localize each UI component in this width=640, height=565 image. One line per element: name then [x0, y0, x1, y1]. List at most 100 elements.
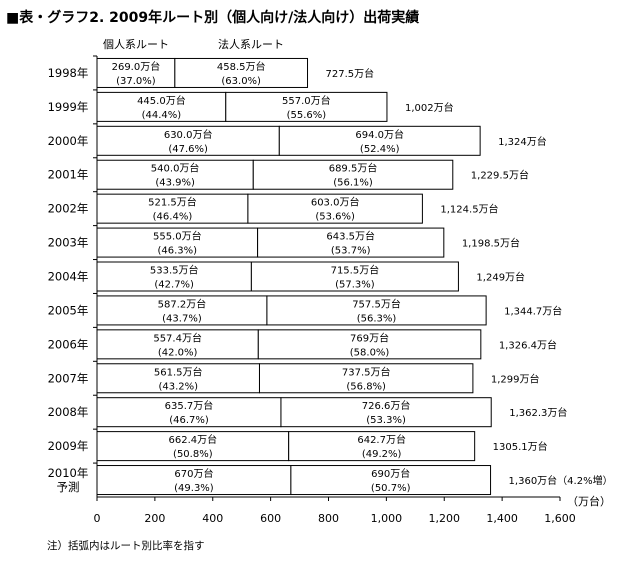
bar-total-label-11: 1305.1万台 — [493, 440, 548, 453]
bar-corporate-share-9: (56.8%) — [346, 381, 386, 392]
bar-total-label-3: 1,229.5万台 — [471, 169, 529, 182]
bar-corporate-value-11: 642.7万台 — [357, 433, 406, 446]
bar-personal-8 — [96, 329, 259, 360]
legend-personal: 個人系ルート — [103, 38, 169, 51]
bar-personal-share-12: (49.3%) — [174, 483, 214, 494]
bar-corporate-share-5: (53.7%) — [331, 246, 371, 257]
bar-total-label-9: 1,299万台 — [491, 372, 540, 385]
bar-corporate-share-11: (49.2%) — [362, 449, 402, 460]
bar-corporate-3 — [252, 159, 454, 190]
bar-personal-share-6: (42.7%) — [154, 280, 194, 291]
category-label-12: 2010年予測 — [48, 466, 89, 494]
bar-corporate-value-8: 769万台 — [350, 331, 389, 344]
bar-personal-value-2: 630.0万台 — [164, 128, 213, 141]
bar-corporate-value-0: 458.5万台 — [217, 60, 266, 73]
x-axis-unit-label: （万台） — [567, 494, 611, 508]
x-tick-label-1: 200 — [144, 512, 165, 525]
legend-corporate: 法人系ルート — [218, 37, 284, 51]
category-label-6: 2004年 — [48, 270, 89, 284]
x-tick-label-4: 800 — [318, 512, 339, 525]
bar-personal-5 — [96, 227, 259, 258]
bar-corporate-share-2: (52.4%) — [360, 144, 400, 155]
bar-corporate-share-1: (55.6%) — [287, 110, 327, 121]
bar-personal-11 — [96, 431, 290, 462]
bar-corporate-value-2: 694.0万台 — [355, 128, 404, 141]
bar-personal-value-7: 587.2万台 — [158, 297, 207, 310]
plot-area: 0 200 400 600 800 1,000 1,200 1,400 1,600 1998年 26… — [48, 55, 613, 525]
bar-personal-9 — [96, 363, 260, 394]
bar-personal-6 — [96, 261, 252, 292]
bar-total-label-12: 1,360万台（4.2%増） — [509, 474, 613, 487]
x-tick-label-2: 400 — [202, 512, 223, 525]
bar-personal-value-11: 662.4万台 — [169, 433, 218, 446]
bar-total-label-10: 1,362.3万台 — [509, 406, 567, 419]
bar-total-label-6: 1,249万台 — [476, 271, 525, 284]
bar-corporate-2 — [278, 125, 481, 156]
category-label-1: 1999年 — [48, 100, 89, 114]
bar-personal-share-2: (47.6%) — [168, 144, 208, 155]
bar-corporate-4 — [247, 193, 423, 224]
bar-personal-share-11: (50.8%) — [173, 449, 213, 460]
category-label-2: 2000年 — [48, 134, 89, 148]
bar-corporate-7 — [266, 295, 487, 326]
bar-personal-1 — [96, 91, 227, 122]
bar-personal-share-1: (44.4%) — [142, 110, 182, 121]
category-label-11: 2009年 — [48, 439, 89, 453]
bar-total-label-0: 727.5万台 — [326, 67, 375, 80]
bar-total-label-2: 1,324万台 — [498, 135, 547, 148]
footnote: 注）括弧内はルート別比率を指す — [47, 539, 205, 552]
bar-corporate-11 — [288, 431, 476, 462]
bar-personal-share-10: (46.7%) — [169, 415, 209, 426]
bar-corporate-value-6: 715.5万台 — [331, 264, 380, 277]
bar-total-label-5: 1,198.5万台 — [462, 237, 520, 250]
bar-personal-share-4: (46.4%) — [153, 212, 193, 223]
bar-corporate-8 — [257, 329, 482, 360]
bar-corporate-share-8: (58.0%) — [350, 347, 390, 358]
bar-personal-10 — [96, 397, 282, 428]
x-tick-label-5: 1,000 — [371, 512, 403, 525]
bar-total-label-4: 1,124.5万台 — [440, 203, 498, 216]
bar-personal-value-1: 445.0万台 — [137, 94, 186, 107]
bar-corporate-12 — [290, 465, 492, 496]
bar-personal-share-3: (43.9%) — [155, 178, 195, 189]
bar-corporate-share-12: (50.7%) — [371, 483, 411, 494]
x-tick-label-3: 600 — [260, 512, 281, 525]
category-label-10: 2008年 — [48, 405, 89, 419]
bar-corporate-value-1: 557.0万台 — [282, 94, 331, 107]
bar-total-label-7: 1,344.7万台 — [504, 304, 562, 317]
bar-corporate-value-3: 689.5万台 — [329, 162, 378, 175]
category-label-7: 2005年 — [48, 303, 89, 317]
bar-corporate-share-3: (56.1%) — [333, 178, 373, 189]
chart-title: ■表・グラフ2. 2009年ルート別（個人向け/法人向け）出荷実績 — [6, 9, 419, 26]
bar-personal-7 — [96, 295, 268, 326]
bar-total-label-1: 1,002万台 — [405, 101, 454, 114]
bar-personal-share-9: (43.2%) — [158, 381, 198, 392]
bar-corporate-value-10: 726.6万台 — [362, 399, 411, 412]
bar-personal-value-10: 635.7万台 — [165, 399, 214, 412]
category-label-9: 2007年 — [48, 371, 89, 385]
bar-corporate-6 — [250, 261, 459, 292]
bar-personal-value-5: 555.0万台 — [153, 230, 202, 243]
bar-corporate-10 — [280, 397, 492, 428]
bar-personal-share-5: (46.3%) — [158, 246, 198, 257]
category-label-3: 2001年 — [48, 168, 89, 182]
bar-corporate-5 — [257, 227, 445, 258]
bar-corporate-value-5: 643.5万台 — [326, 230, 375, 243]
bar-corporate-0 — [174, 57, 309, 88]
x-tick-label-8: 1,600 — [544, 512, 576, 525]
bar-personal-value-9: 561.5万台 — [154, 365, 203, 378]
bar-corporate-1 — [225, 91, 388, 122]
category-label-5: 2003年 — [48, 236, 89, 250]
bar-personal-value-8: 557.4万台 — [153, 331, 202, 344]
bar-corporate-value-4: 603.0万台 — [311, 196, 360, 209]
category-label-0: 1998年 — [48, 66, 89, 80]
x-tick-label-0: 0 — [94, 512, 101, 525]
category-label-4: 2002年 — [48, 202, 89, 216]
bar-personal-share-7: (43.7%) — [162, 313, 202, 324]
bar-personal-value-0: 269.0万台 — [112, 60, 161, 73]
bar-personal-value-3: 540.0万台 — [151, 162, 200, 175]
bar-personal-share-8: (42.0%) — [158, 347, 198, 358]
bar-corporate-share-6: (57.3%) — [335, 280, 375, 291]
